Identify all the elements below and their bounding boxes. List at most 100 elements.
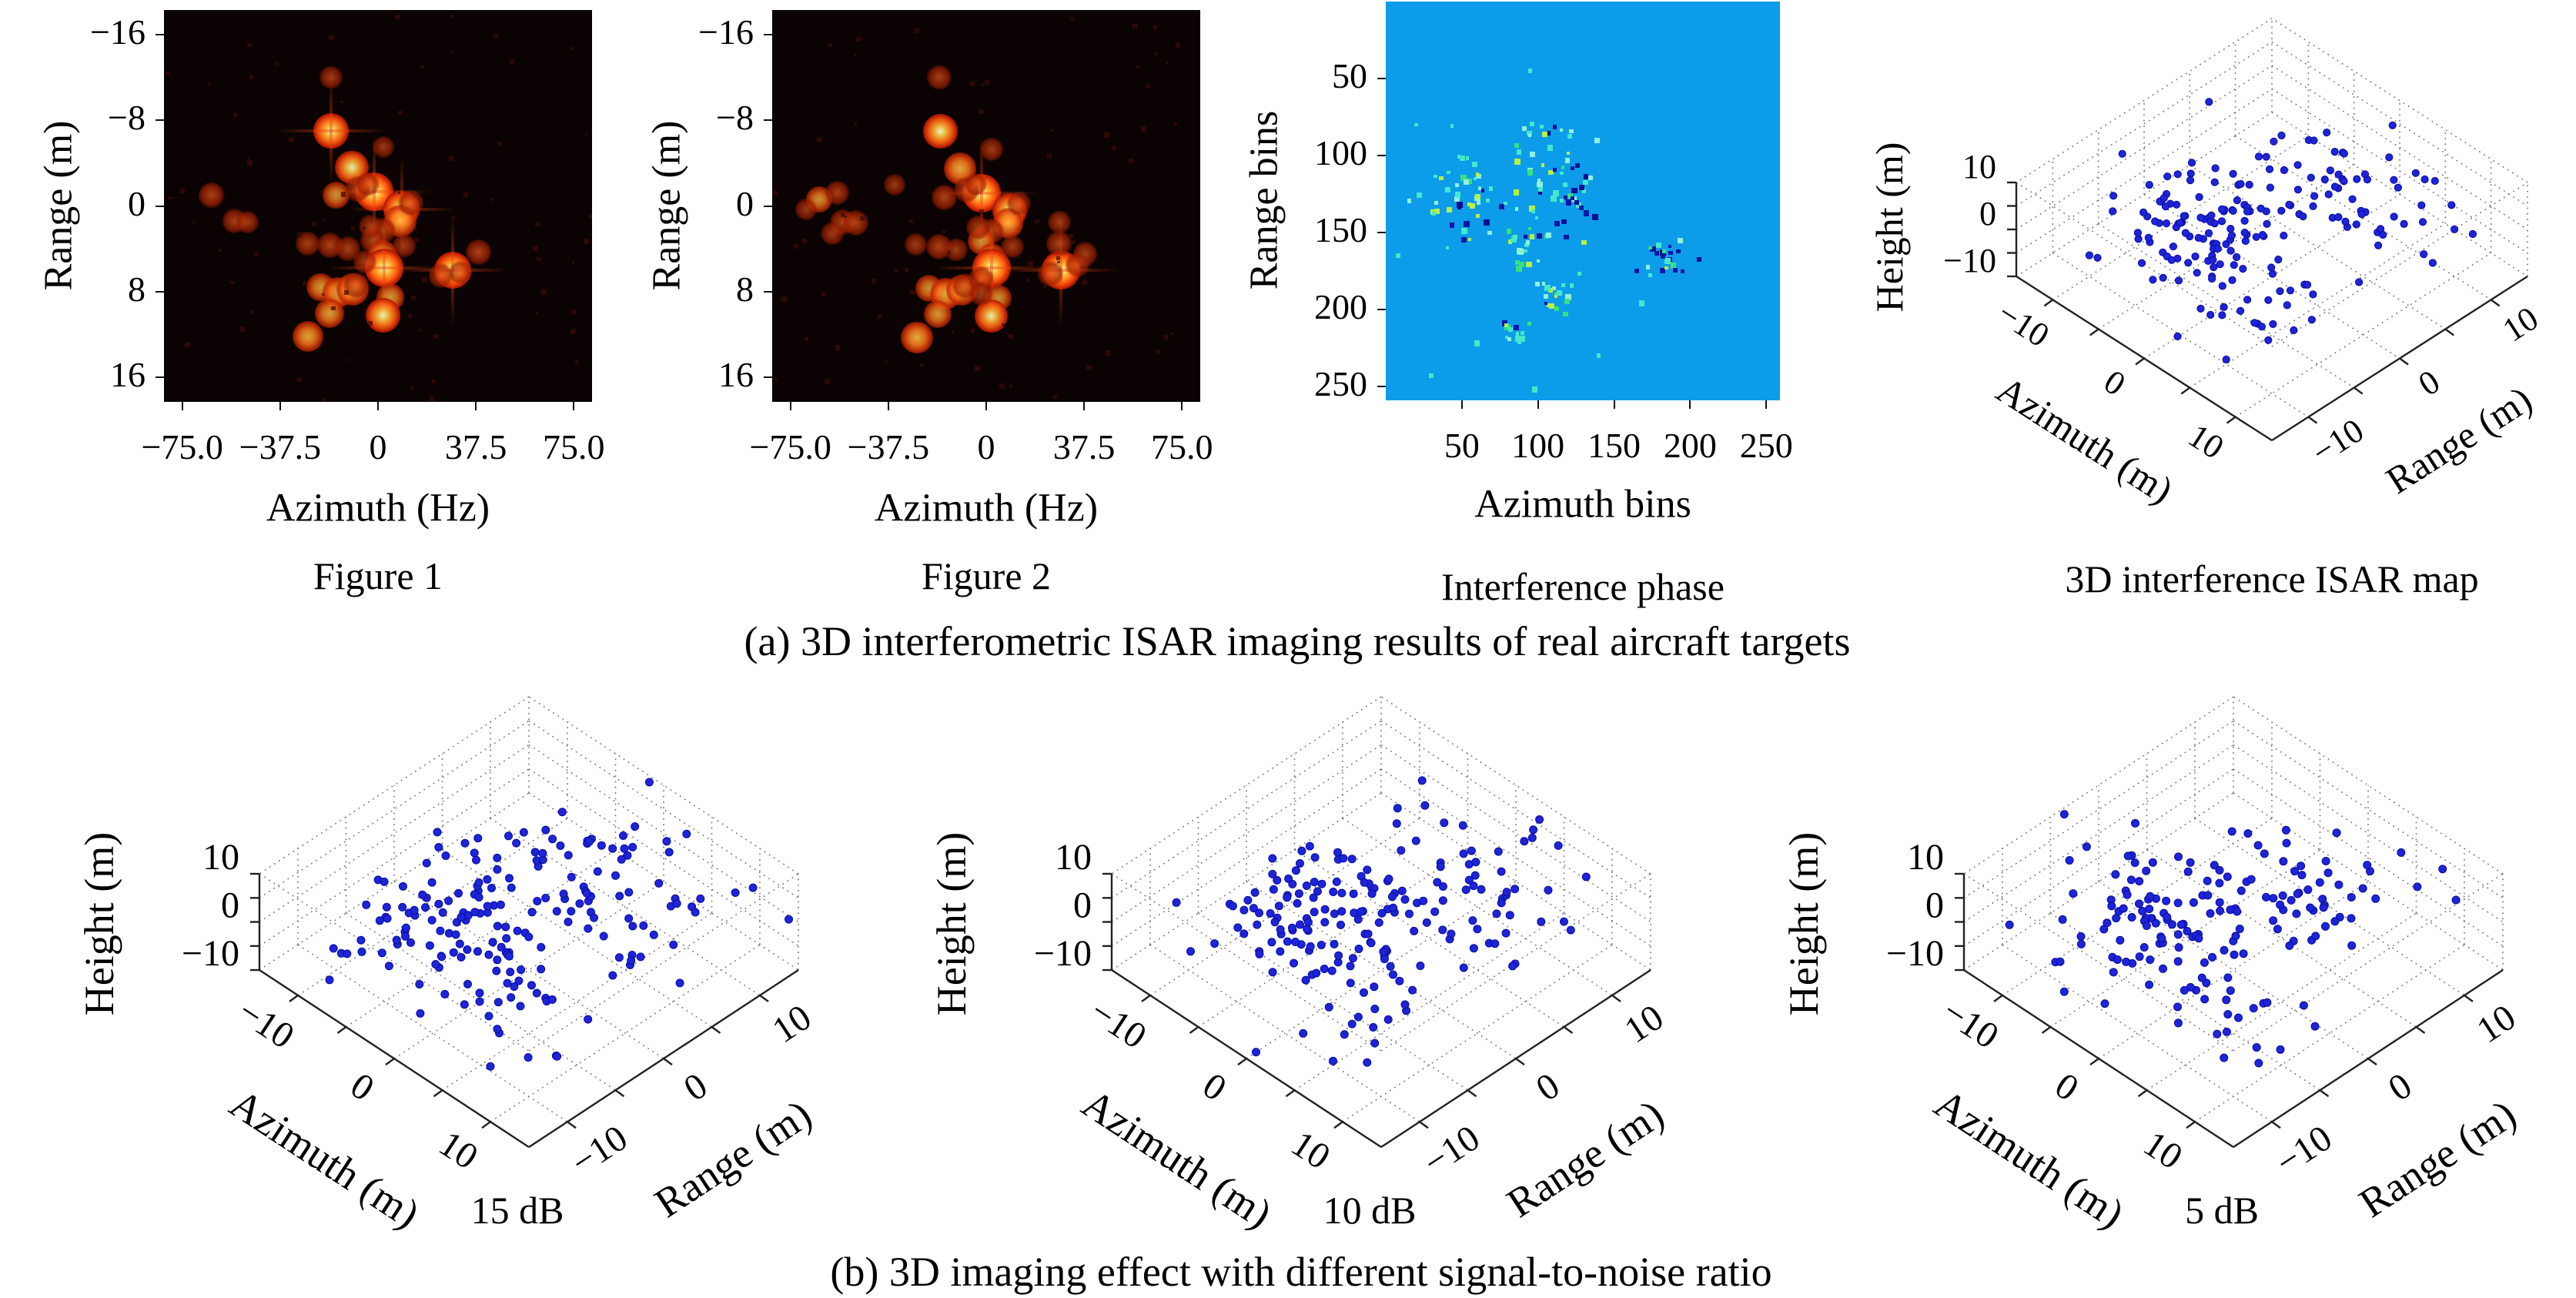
noise-pixel [340, 192, 346, 197]
axes-lines [250, 872, 799, 1149]
phase-speckle [1571, 284, 1574, 288]
phase-speckle [1438, 176, 1444, 181]
isar-scatterer-spot [397, 189, 423, 216]
phase-speckle [1537, 233, 1542, 239]
phase-speckle [1583, 174, 1589, 179]
height-tick-label: 0 [221, 885, 239, 926]
y-tick-mark [1377, 78, 1386, 79]
noise-pixel [1132, 23, 1138, 29]
axes-lines [1102, 872, 1651, 1149]
noise-pixel [859, 216, 865, 222]
azimuth-tick-label: 0 [2048, 1065, 2086, 1109]
isar-scatterer-spot [821, 222, 844, 246]
isar-scatterer-spot [979, 137, 1003, 161]
height-tick-label: −10 [182, 933, 239, 974]
phase-speckle [1571, 187, 1577, 194]
isar-scatterer-spot [372, 136, 394, 158]
y-tick-mark [1377, 386, 1386, 387]
isar-scatterer-spot [842, 210, 868, 236]
noise-pixel [463, 192, 468, 198]
phase-speckle [1450, 123, 1454, 128]
noise-pixel [497, 142, 502, 146]
phase-speckle [1514, 207, 1519, 211]
phase-speckle [1515, 335, 1522, 342]
phase-speckle [1527, 226, 1531, 231]
phase-speckle [1532, 386, 1538, 393]
noise-pixel [340, 100, 343, 104]
phase-speckle [1529, 151, 1535, 157]
noise-pixel [585, 132, 588, 135]
phase-speckle [1536, 259, 1541, 263]
noise-pixel [321, 293, 325, 296]
noise-pixel [275, 62, 279, 66]
phase-speckle [1566, 151, 1570, 156]
x-tick-label: −37.5 [239, 427, 322, 467]
noise-pixel [239, 326, 246, 332]
phase-speckle [1579, 206, 1584, 210]
isar-scatterer-spot [359, 215, 382, 238]
y-tick-mark [1377, 309, 1386, 310]
noise-pixel [493, 34, 499, 39]
azimuth-tick-label: 10 [1284, 1123, 1337, 1178]
phase-speckle [1576, 202, 1581, 208]
phase-speckle [1546, 303, 1551, 308]
height-axis-label: Height (m) [76, 832, 122, 1015]
fig1-x-axis-label: Azimuth (Hz) [266, 486, 490, 530]
phase-speckle [1564, 299, 1570, 305]
noise-pixel [571, 262, 575, 265]
snr10-caption: 10 dB [1323, 1189, 1417, 1232]
height-tick-label: 0 [1925, 885, 1944, 926]
y-tick-label: 8 [128, 269, 146, 309]
phase-speckle [1516, 149, 1522, 155]
phase-speckle [1513, 239, 1517, 243]
phase-speckle [1534, 281, 1541, 287]
azimuth-axis-label: Azimuth (m) [1989, 367, 2181, 511]
phase-speckle [1507, 239, 1513, 245]
scatter-points [2005, 810, 2461, 1068]
noise-pixel [535, 312, 538, 315]
noise-pixel [584, 238, 589, 244]
isar-scatterer-spot [1046, 230, 1072, 256]
range-axis-label: Range (m) [647, 1091, 820, 1226]
phase-speckle [1676, 249, 1681, 254]
phase-speckle [1474, 194, 1481, 200]
isar-scatterer-spot [319, 65, 343, 89]
phase-speckle [1414, 122, 1418, 127]
phase-speckle [1634, 269, 1639, 274]
fig2-x-axis-label: Azimuth (Hz) [874, 486, 1099, 530]
y-tick-mark [1377, 155, 1386, 156]
iso3d-scatter-plot: −10 −10 0 0 10 10 10 0 −10 Azimuth (m) Range (m) He… [1868, 18, 2545, 512]
phase-speckle [1680, 269, 1684, 273]
noise-pixel [1071, 239, 1076, 245]
x-tick-mark [1537, 400, 1539, 409]
noise-pixel [413, 238, 420, 243]
phase-speckle [1541, 162, 1545, 167]
noise-pixel [1156, 349, 1161, 353]
noise-pixel [1112, 146, 1116, 150]
noise-pixel [397, 192, 401, 195]
phase-speckle [1648, 246, 1653, 250]
noise-pixel [885, 360, 888, 363]
noise-pixel [343, 289, 349, 295]
phase-speckle [1464, 179, 1470, 186]
phase-speckle [1475, 172, 1480, 176]
noise-pixel [192, 220, 195, 223]
phase-speckle [1645, 264, 1651, 269]
phase-speckle [1513, 189, 1520, 196]
isar-scatterer-spot [966, 215, 991, 239]
phase-speckle [1574, 199, 1580, 205]
noise-pixel [574, 360, 579, 364]
noise-pixel [288, 136, 294, 142]
noise-pixel [1154, 52, 1158, 56]
azimuth-tick-label: 10 [2182, 416, 2230, 467]
phase-speckle [1668, 250, 1673, 255]
phase-speckle [1527, 263, 1531, 267]
noise-pixel [254, 252, 259, 256]
azimuth-axis-label: Azimuth (m) [1074, 1080, 1280, 1237]
noise-pixel [433, 334, 438, 339]
noise-pixel [1128, 158, 1133, 163]
noise-pixel [296, 376, 303, 383]
y-tick-label: 250 [1314, 364, 1367, 403]
isar-scatterer-spot [969, 281, 993, 306]
x-tick-label: 250 [1739, 426, 1793, 465]
